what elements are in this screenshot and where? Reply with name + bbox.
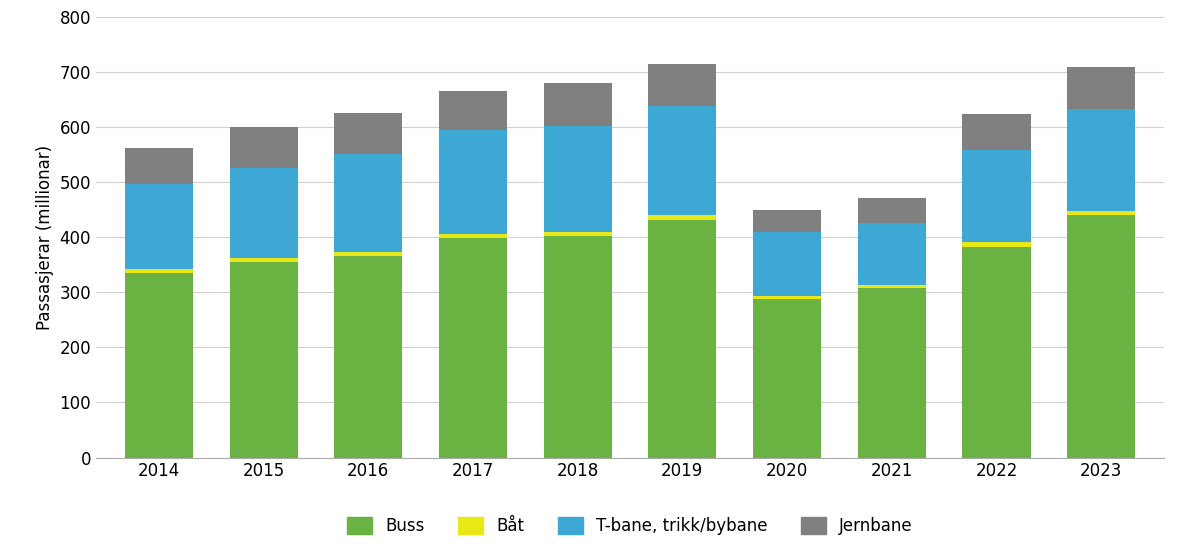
- Bar: [125, 148, 193, 184]
- Bar: [544, 232, 612, 236]
- Bar: [125, 184, 193, 269]
- Bar: [648, 219, 716, 458]
- Legend: Buss, Båt, T-bane, trikk/bybane, Jernbane: Buss, Båt, T-bane, trikk/bybane, Jernban…: [341, 510, 919, 541]
- Bar: [229, 127, 298, 169]
- Bar: [648, 215, 716, 219]
- Bar: [125, 273, 193, 458]
- Bar: [648, 64, 716, 106]
- Bar: [858, 223, 925, 285]
- Bar: [125, 269, 193, 273]
- Bar: [962, 114, 1031, 150]
- Bar: [335, 155, 402, 252]
- Bar: [754, 296, 821, 299]
- Bar: [962, 247, 1031, 458]
- Y-axis label: Passasjerar (millionar): Passasjerar (millionar): [36, 145, 54, 330]
- Bar: [544, 126, 612, 232]
- Bar: [439, 91, 506, 130]
- Bar: [229, 262, 298, 458]
- Bar: [858, 285, 925, 288]
- Bar: [544, 83, 612, 126]
- Bar: [229, 169, 298, 258]
- Bar: [544, 236, 612, 458]
- Bar: [858, 198, 925, 223]
- Bar: [1067, 215, 1135, 458]
- Bar: [335, 257, 402, 458]
- Bar: [858, 288, 925, 458]
- Bar: [1067, 109, 1135, 211]
- Bar: [754, 210, 821, 232]
- Bar: [439, 130, 506, 234]
- Bar: [439, 234, 506, 238]
- Bar: [229, 258, 298, 262]
- Bar: [962, 242, 1031, 247]
- Bar: [1067, 211, 1135, 215]
- Bar: [754, 232, 821, 296]
- Bar: [335, 113, 402, 155]
- Bar: [754, 299, 821, 458]
- Bar: [962, 150, 1031, 242]
- Bar: [335, 252, 402, 257]
- Bar: [439, 238, 506, 458]
- Bar: [648, 106, 716, 215]
- Bar: [1067, 68, 1135, 109]
